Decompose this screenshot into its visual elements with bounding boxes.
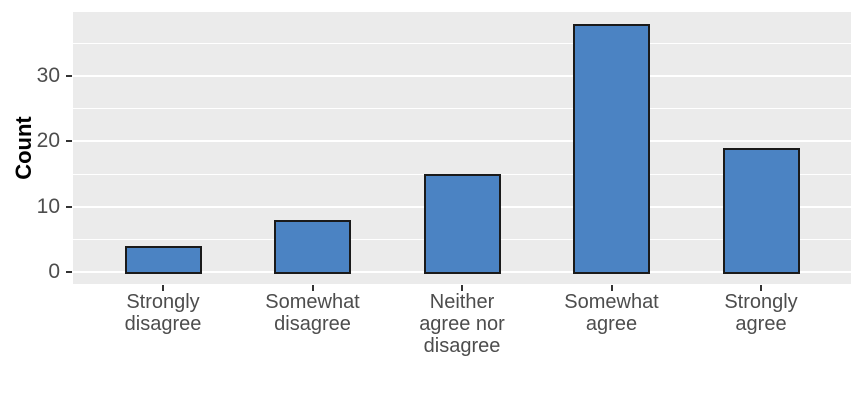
bar-2: [274, 219, 351, 274]
y-tick-mark: [66, 140, 72, 143]
bar-1: [124, 245, 202, 274]
plot-panel: [73, 12, 851, 284]
gridline-major: [73, 75, 851, 78]
x-tick-label: Neither agree nor disagree: [419, 291, 505, 357]
y-tick-mark: [66, 270, 72, 273]
x-tick-mark: [311, 285, 314, 291]
x-tick-label: Somewhat agree: [564, 291, 659, 335]
x-tick-label: Somewhat disagree: [265, 291, 360, 335]
y-tick-label: 20: [36, 129, 60, 153]
x-tick-mark: [461, 285, 463, 291]
x-tick-label: Strongly agree: [724, 291, 798, 335]
bar-4: [573, 24, 650, 274]
y-axis-title-text: Count: [11, 116, 36, 180]
gridline-minor: [73, 43, 851, 45]
y-tick-mark: [66, 205, 72, 208]
gridline-major: [73, 140, 851, 143]
x-tick-mark: [162, 285, 164, 291]
x-tick-mark: [610, 285, 613, 291]
gridline-minor: [73, 108, 851, 110]
y-tick-label: 10: [36, 194, 60, 218]
y-tick-label: 30: [36, 64, 60, 88]
y-tick-label: 0: [48, 259, 60, 283]
x-tick-mark: [760, 285, 762, 291]
bar-5: [722, 148, 800, 274]
x-tick-label: Strongly disagree: [124, 291, 202, 335]
bar-3: [423, 174, 501, 274]
y-tick-mark: [66, 75, 72, 78]
